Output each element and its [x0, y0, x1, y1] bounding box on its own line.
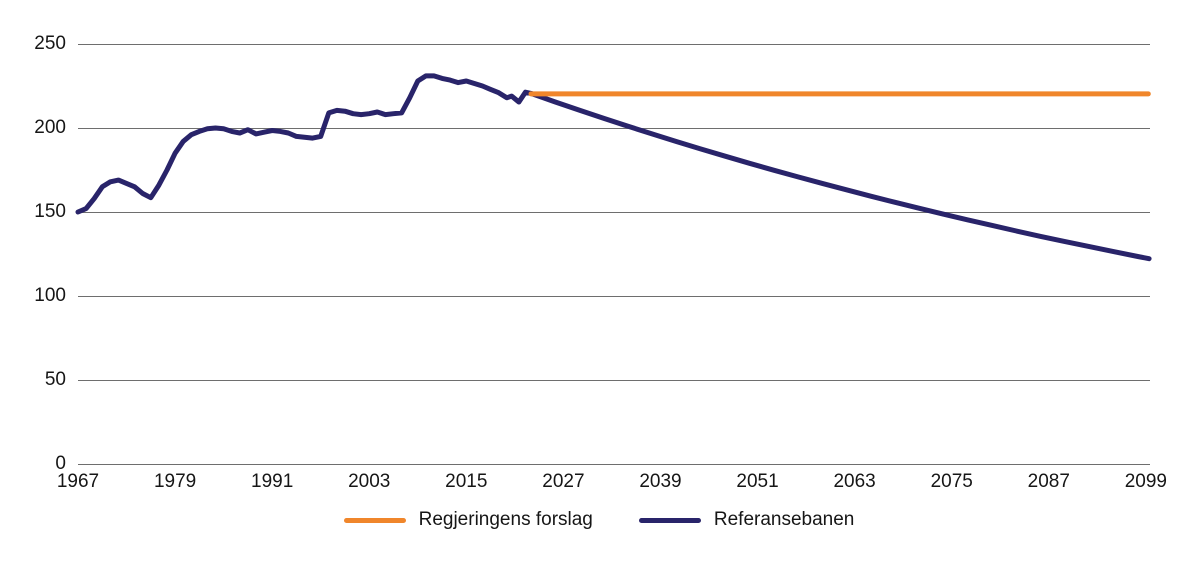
legend-swatch-navy-line [638, 517, 701, 523]
legend-label-regjeringens-forslag: Regjeringens forslag [418, 509, 593, 530]
series-line-1 [75, 73, 1152, 262]
x-tick-label-1967: 1967 [56, 471, 100, 492]
y-tick-label-200: 200 [34, 117, 66, 138]
x-tick-label-2087: 2087 [1027, 471, 1070, 492]
y-tick-label-150: 150 [34, 201, 66, 222]
x-tick-label-2099: 2099 [1124, 471, 1168, 492]
legend-label-referansebanen: Referansebanen [713, 509, 855, 530]
x-tick-label-2051: 2051 [736, 471, 779, 492]
y-tick-label-50: 50 [44, 369, 66, 390]
x-tick-label-2003: 2003 [348, 471, 391, 492]
y-tick-label-0: 0 [55, 453, 66, 474]
x-tick-label-1991: 1991 [251, 471, 294, 492]
x-tick-label-2075: 2075 [930, 471, 973, 492]
x-tick-label-1979: 1979 [153, 471, 197, 492]
x-tick-label-2039: 2039 [639, 471, 682, 492]
x-tick-label-2015: 2015 [445, 471, 488, 492]
y-tick-label-100: 100 [34, 285, 66, 306]
legend: Regjeringens forslag Referansebanen [0, 506, 1198, 534]
legend-swatch-orange-line [343, 517, 406, 523]
legend-item-referansebanen: Referansebanen [638, 507, 855, 533]
x-tick-label-2027: 2027 [542, 471, 585, 492]
y-tick-label-250: 250 [34, 33, 66, 54]
x-tick-label-2063: 2063 [833, 471, 876, 492]
legend-item-regjeringens-forslag: Regjeringens forslag [343, 507, 593, 533]
